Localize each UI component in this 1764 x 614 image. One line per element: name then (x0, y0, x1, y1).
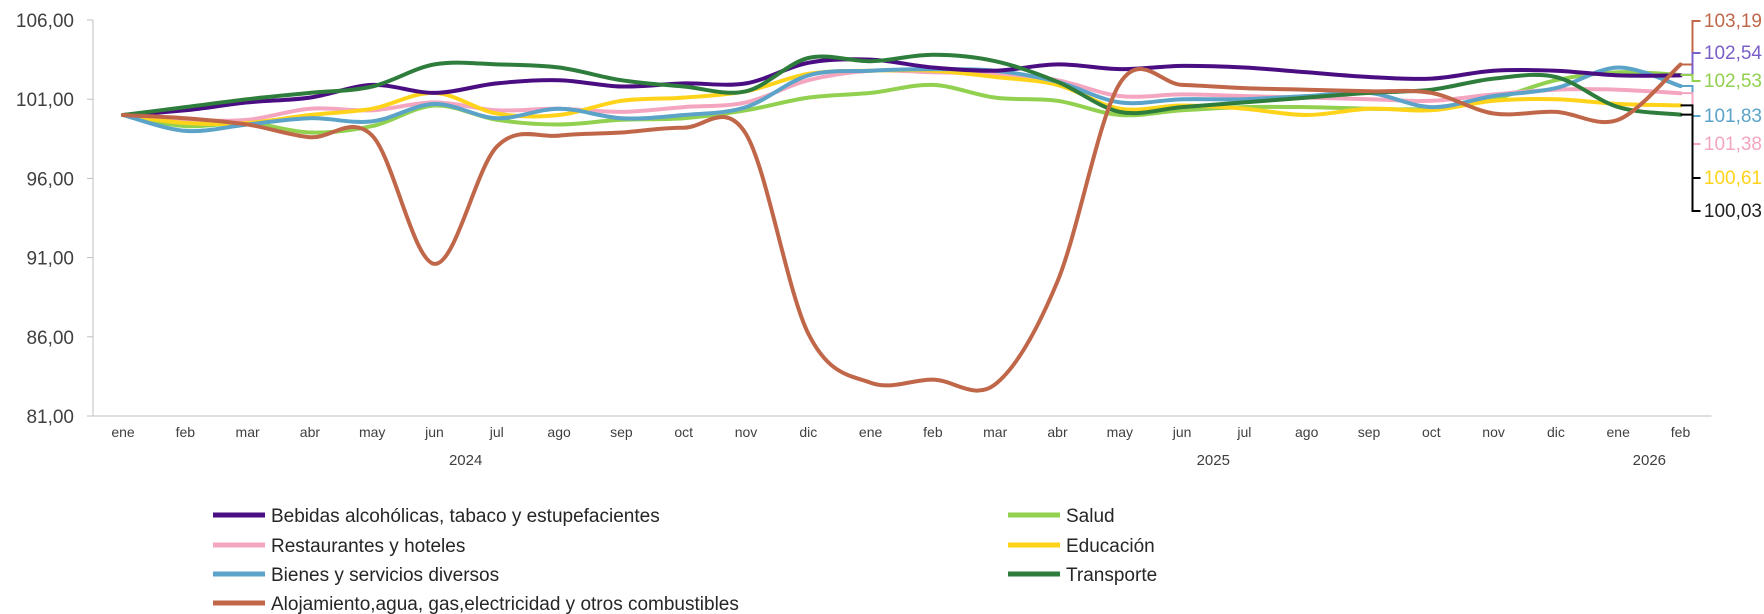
end-label: 100,61 (1704, 168, 1762, 189)
legend-label: Alojamiento,agua, gas,electricidad y otr… (271, 594, 739, 614)
x-tick-label: nov (1482, 424, 1505, 440)
x-tick-label: may (359, 424, 385, 440)
legend-label: Restaurantes y hoteles (271, 536, 465, 557)
legend-label: Transporte (1066, 565, 1157, 586)
y-tick-label: 91,00 (26, 249, 74, 270)
x-tick-label: dic (1547, 424, 1565, 440)
year-label: 2025 (1197, 452, 1230, 469)
legend-label: Educación (1066, 536, 1155, 557)
x-tick-label: abr (1047, 424, 1068, 440)
x-tick-label: ago (547, 424, 571, 440)
end-label: 101,83 (1704, 106, 1762, 127)
y-tick-label: 96,00 (26, 169, 74, 190)
end-label: 103,19 (1704, 11, 1762, 32)
end-label-leader (1680, 113, 1701, 212)
legend-label: Salud (1066, 506, 1115, 527)
x-tick-label: dic (799, 424, 817, 440)
end-label: 102,53 (1704, 71, 1762, 92)
x-tick-label: nov (735, 424, 758, 440)
chart-axes: 106,00 101,00 96,00 91,00 86,00 81,00 ene feb ma… (16, 11, 1712, 469)
legend-label: Bienes y servicios diversos (271, 565, 499, 586)
end-label-leader (1680, 73, 1701, 82)
x-tick-label: sep (1358, 424, 1381, 440)
x-tick-label: feb (176, 424, 196, 440)
chart-series (121, 52, 1683, 393)
y-tick-label: 81,00 (26, 407, 74, 428)
end-label-leader (1680, 92, 1701, 145)
x-tick-label: ene (859, 424, 883, 440)
legend-label: Bebidas alcohólicas, tabaco y estupefaci… (271, 506, 660, 527)
x-tick-label: jul (1236, 424, 1251, 440)
x-tick-label: abr (300, 424, 321, 440)
x-tick-label: ene (1607, 424, 1631, 440)
x-tick-label: mar (983, 424, 1007, 440)
year-label: 2026 (1633, 452, 1666, 469)
end-label: 100,03 (1704, 201, 1762, 222)
x-tick-label: sep (610, 424, 633, 440)
end-labels: 103,19 102,54 102,53 101,83 101,38 100,61 100,… (1680, 11, 1763, 222)
series-line (121, 62, 1683, 393)
y-tick-label: 101,00 (16, 90, 74, 111)
end-label: 102,54 (1704, 43, 1763, 64)
x-tick-label: jun (1172, 424, 1192, 440)
end-label-leader (1680, 85, 1701, 117)
x-tick-label: ene (111, 424, 135, 440)
x-tick-label: mar (236, 424, 260, 440)
end-label: 101,38 (1704, 134, 1762, 155)
x-tick-label: may (1107, 424, 1133, 440)
y-tick-label: 86,00 (26, 328, 74, 349)
end-label-leader (1680, 20, 1701, 66)
year-label: 2024 (449, 452, 482, 469)
x-tick-label: ago (1295, 424, 1319, 440)
chart-legend: Bebidas alcohólicas, tabaco y estupefaci… (213, 506, 1157, 614)
x-tick-label: jun (424, 424, 444, 440)
x-tick-label: oct (1422, 424, 1441, 440)
y-tick-label: 106,00 (16, 11, 74, 32)
x-tick-label: feb (923, 424, 943, 440)
x-tick-label: jul (489, 424, 504, 440)
series-line (121, 65, 1683, 134)
x-tick-label: oct (674, 424, 693, 440)
x-tick-label: feb (1671, 424, 1691, 440)
